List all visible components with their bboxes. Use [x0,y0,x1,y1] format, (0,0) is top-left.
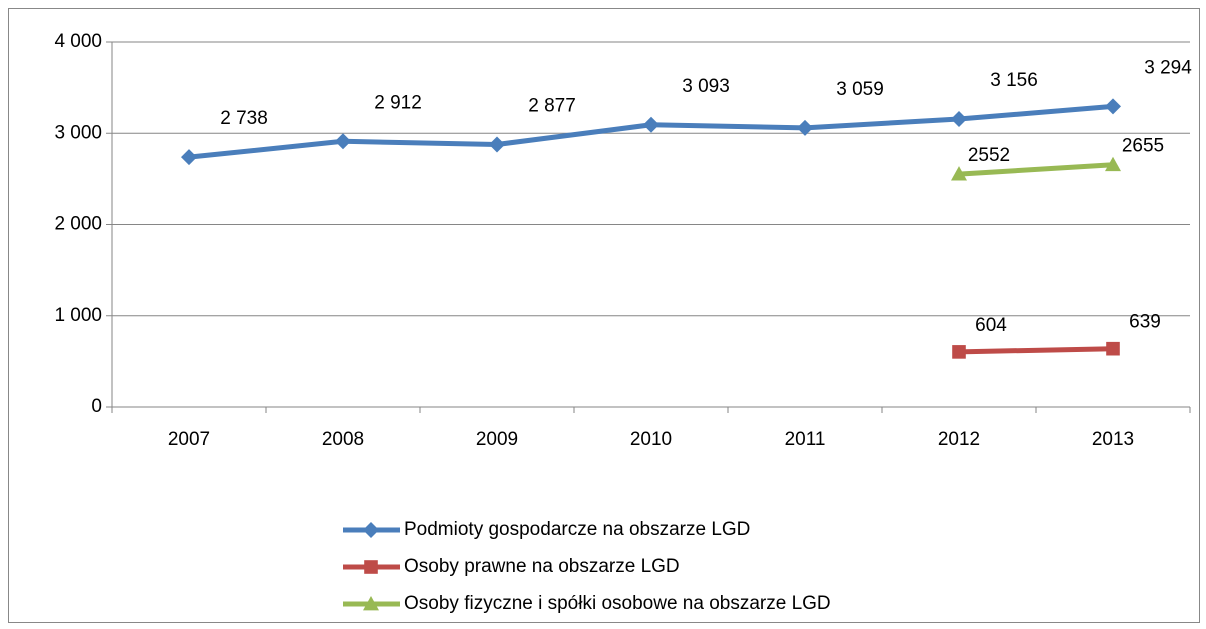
marker [1106,341,1120,356]
x-tick-label: 2012 [938,429,980,450]
marker [1105,156,1121,172]
data-label: 2 738 [220,108,268,129]
marker [363,522,379,538]
data-label: 3 156 [990,70,1038,91]
x-tick-label: 2013 [1092,429,1134,450]
marker [181,149,197,166]
legend-label: Osoby prawne na obszarze LGD [404,556,680,577]
marker [951,166,967,181]
marker [797,119,813,136]
marker [335,133,351,150]
marker [952,345,966,359]
marker [951,111,967,128]
marker [364,560,378,574]
data-label: 2 912 [374,92,422,113]
series-line [958,346,1114,355]
series-line [958,162,1114,177]
data-label: 639 [1129,312,1161,333]
marker [643,116,659,133]
y-tick-label: 3 000 [54,122,102,143]
legend-label: Podmioty gospodarcze na obszarze LGD [404,519,750,540]
data-label: 3 294 [1144,57,1192,78]
x-tick-label: 2007 [168,429,210,450]
data-label: 3 093 [682,76,730,97]
data-label: 3 059 [836,79,884,100]
marker [1105,98,1121,115]
marker [489,136,505,153]
data-label: 2552 [968,145,1010,166]
y-tick-label: 2 000 [54,214,102,235]
data-label: 2 877 [528,95,576,116]
x-tick-label: 2010 [630,429,672,450]
marker [363,596,379,611]
x-tick-label: 2009 [476,429,518,450]
y-tick-label: 4 000 [54,31,102,52]
x-tick-label: 2008 [322,429,364,450]
data-label: 2655 [1122,136,1164,157]
y-tick-label: 1 000 [54,305,102,326]
data-label: 604 [975,315,1007,336]
y-tick-label: 0 [91,396,102,417]
x-tick-label: 2011 [785,429,826,450]
legend-label: Osoby fizyczne i spółki osobowe na obsza… [404,593,831,614]
